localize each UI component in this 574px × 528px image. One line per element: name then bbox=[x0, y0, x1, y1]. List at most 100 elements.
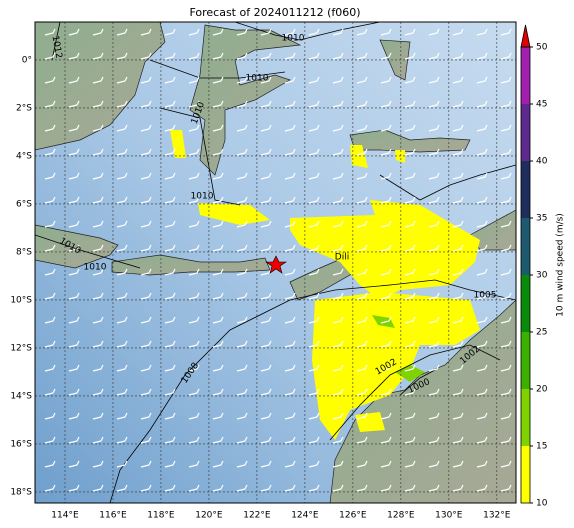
wind-barb bbox=[380, 220, 392, 228]
wind-barb bbox=[116, 28, 128, 36]
x-tick-label: 118°E bbox=[147, 511, 175, 521]
x-tick-label: 116°E bbox=[99, 511, 127, 521]
wind-barb bbox=[44, 268, 56, 276]
wind-barb bbox=[500, 172, 512, 180]
colorbar-tick-label: 15 bbox=[536, 442, 547, 452]
wind-barb bbox=[164, 124, 176, 132]
wind-barb bbox=[68, 52, 80, 60]
wind-barb bbox=[140, 364, 152, 372]
wind-barb bbox=[452, 460, 464, 468]
wind-barb bbox=[284, 100, 296, 108]
wind-barb bbox=[452, 172, 464, 180]
wind-barb bbox=[92, 388, 104, 396]
wind-barb bbox=[380, 340, 392, 348]
colorbar-tick-label: 40 bbox=[536, 157, 548, 167]
wind-barb bbox=[428, 460, 440, 468]
wind-barb bbox=[188, 244, 200, 252]
wind-barb bbox=[236, 388, 248, 396]
wind-barb bbox=[404, 436, 416, 444]
wind-barb bbox=[236, 292, 248, 300]
wind-barb bbox=[92, 52, 104, 60]
wind-barb bbox=[284, 52, 296, 60]
contour-label: 1010 bbox=[282, 34, 305, 44]
wind-barb bbox=[356, 364, 368, 372]
wind-barb bbox=[188, 196, 200, 204]
wind-barb bbox=[332, 76, 344, 84]
wind-barb bbox=[92, 292, 104, 300]
wind-barb bbox=[212, 268, 224, 276]
wind-barb bbox=[116, 292, 128, 300]
wind-barb bbox=[188, 28, 200, 36]
wind-barb bbox=[164, 244, 176, 252]
wind-barb bbox=[380, 292, 392, 300]
contour-label: 1005 bbox=[474, 291, 497, 301]
wind-barb bbox=[380, 364, 392, 372]
wind-barb bbox=[284, 268, 296, 276]
wind-barb bbox=[380, 412, 392, 420]
wind-barb bbox=[308, 220, 320, 228]
colorbar-tick-label: 10 bbox=[536, 499, 548, 509]
wind-barb bbox=[476, 316, 488, 324]
wind-barb bbox=[212, 172, 224, 180]
wind-barb bbox=[188, 220, 200, 228]
wind-barb bbox=[116, 316, 128, 324]
wind-barb bbox=[68, 220, 80, 228]
wind-barb bbox=[164, 460, 176, 468]
wind-barb bbox=[212, 28, 224, 36]
colorbar-segment bbox=[521, 161, 530, 218]
wind-barb bbox=[188, 340, 200, 348]
wind-barb bbox=[116, 220, 128, 228]
wind-barb bbox=[404, 220, 416, 228]
wind-barb bbox=[260, 244, 272, 252]
wind-barb bbox=[260, 268, 272, 276]
wind-barb bbox=[500, 484, 512, 492]
wind-barb bbox=[116, 340, 128, 348]
wind-barb bbox=[284, 316, 296, 324]
wind-barb bbox=[404, 28, 416, 36]
wind-barb bbox=[116, 268, 128, 276]
wind-barb bbox=[236, 172, 248, 180]
wind-barb bbox=[476, 340, 488, 348]
wind-barb bbox=[236, 100, 248, 108]
wind-barb bbox=[212, 52, 224, 60]
wind-barb bbox=[68, 100, 80, 108]
wind-barb bbox=[116, 388, 128, 396]
wind-barb bbox=[92, 148, 104, 156]
wind-barb bbox=[380, 124, 392, 132]
wind-barb bbox=[164, 172, 176, 180]
wind-barb bbox=[92, 436, 104, 444]
wind-barb bbox=[212, 484, 224, 492]
wind-barb bbox=[332, 172, 344, 180]
wind-barb bbox=[332, 388, 344, 396]
wind-barb bbox=[308, 436, 320, 444]
wind-barb bbox=[236, 76, 248, 84]
wind-barb bbox=[404, 484, 416, 492]
wind-barb bbox=[404, 76, 416, 84]
wind-barb bbox=[140, 316, 152, 324]
wind-barb bbox=[68, 460, 80, 468]
wind-barb bbox=[164, 76, 176, 84]
wind-barb bbox=[356, 268, 368, 276]
contour-label: 1012 bbox=[50, 35, 64, 59]
wind-barb bbox=[452, 316, 464, 324]
wind-barb bbox=[68, 268, 80, 276]
wind-barb bbox=[404, 124, 416, 132]
wind-barb bbox=[380, 388, 392, 396]
wind-barb bbox=[404, 244, 416, 252]
wind-barb bbox=[140, 220, 152, 228]
wind-barb bbox=[332, 28, 344, 36]
wind-barb bbox=[284, 412, 296, 420]
wind-shading-15 bbox=[372, 315, 425, 382]
wind-barb bbox=[260, 340, 272, 348]
wind-barb bbox=[380, 52, 392, 60]
wind-barb bbox=[188, 148, 200, 156]
wind-barb bbox=[404, 172, 416, 180]
x-tick-label: 132°E bbox=[483, 511, 511, 521]
wind-barb bbox=[428, 52, 440, 60]
wind-barb bbox=[332, 316, 344, 324]
wind-barb bbox=[188, 52, 200, 60]
wind-barb bbox=[452, 220, 464, 228]
wind-barb bbox=[476, 268, 488, 276]
wind-barb bbox=[500, 148, 512, 156]
wind-barb bbox=[428, 124, 440, 132]
